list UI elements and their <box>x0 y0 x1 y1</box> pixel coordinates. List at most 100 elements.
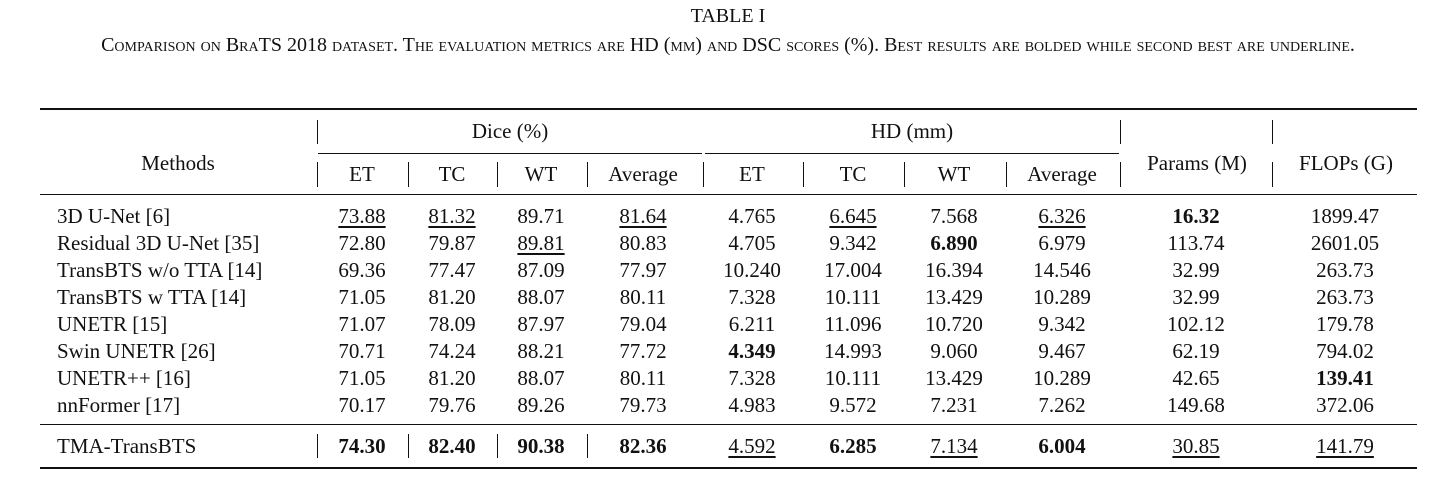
table-cell: 82.36 <box>619 434 667 458</box>
table-cell: 81.20 <box>428 366 476 390</box>
table-cell: 4.592 <box>728 434 776 458</box>
table-cell: 79.73 <box>619 393 667 417</box>
table-cell: 74.30 <box>338 434 386 458</box>
method-name: Residual 3D U-Net [35] <box>57 231 260 255</box>
table-cell: 263.73 <box>1316 258 1374 282</box>
table-cell: 6.890 <box>930 231 978 255</box>
table-cell: 372.06 <box>1316 393 1374 417</box>
table-cell: 81.20 <box>428 285 476 309</box>
table-cell: 4.349 <box>728 339 776 363</box>
table-cell: 32.99 <box>1172 258 1220 282</box>
method-name: TransBTS w/o TTA [14] <box>57 258 263 282</box>
method-name: nnFormer [17] <box>57 393 181 417</box>
header-sub-cell: WT <box>524 162 558 186</box>
header-divider <box>1272 162 1273 187</box>
header-divider <box>904 162 905 187</box>
header-divider <box>703 162 704 187</box>
table-cell: 80.11 <box>619 285 667 309</box>
table-cell: 9.060 <box>930 339 978 363</box>
table-cell: 7.568 <box>930 204 978 228</box>
table-cell: 74.24 <box>428 339 476 363</box>
table-cell: 90.38 <box>517 434 565 458</box>
header-divider <box>1006 162 1007 187</box>
header-sub-cell: ET <box>739 162 765 186</box>
table-cell: 77.72 <box>619 339 667 363</box>
table-cell: 71.07 <box>338 312 386 336</box>
row-divider <box>497 434 498 458</box>
table-cell: 10.240 <box>723 258 781 282</box>
table-cell: 88.07 <box>517 285 565 309</box>
row-divider <box>317 434 318 458</box>
table-cell: 2601.05 <box>1310 231 1380 255</box>
table-cell: 113.74 <box>1167 231 1225 255</box>
table-cell: 10.111 <box>824 285 882 309</box>
header-sub-cell: ET <box>349 162 375 186</box>
table-cell: 13.429 <box>925 285 983 309</box>
top-rule <box>40 108 1417 110</box>
method-name: TransBTS w TTA [14] <box>57 285 247 309</box>
table-cell: 81.64 <box>619 204 667 228</box>
header-sub-cell: WT <box>937 162 971 186</box>
table-cell: 16.32 <box>1172 204 1220 228</box>
table-cell: 7.328 <box>728 285 776 309</box>
header-divider <box>1272 120 1273 144</box>
table-cell: 80.11 <box>619 366 667 390</box>
table-cell: 139.41 <box>1316 366 1374 390</box>
table-cell: 9.342 <box>1038 312 1086 336</box>
table-cell: 69.36 <box>338 258 386 282</box>
table-cell: 10.289 <box>1033 285 1091 309</box>
table-cell: 6.645 <box>829 204 877 228</box>
separator-rule <box>40 424 1417 425</box>
table-cell: 6.979 <box>1038 231 1086 255</box>
table-caption: Comparison on BraTS 2018 dataset. The ev… <box>101 34 1355 56</box>
header-sub-cell: TC <box>839 162 867 186</box>
table-cell: 6.211 <box>728 312 776 336</box>
table-cell: 70.71 <box>338 339 386 363</box>
header-divider <box>497 162 498 187</box>
method-name: UNETR++ [16] <box>57 366 191 390</box>
header-hd-group: HD (mm) <box>870 119 954 143</box>
table-cell: 7.134 <box>930 434 978 458</box>
table-cell: 77.47 <box>428 258 476 282</box>
header-params: Params (M) <box>1147 151 1247 175</box>
table-cell: 79.04 <box>619 312 667 336</box>
row-divider <box>587 434 588 458</box>
hd-group-rule <box>705 153 1119 154</box>
table-cell: 6.004 <box>1038 434 1086 458</box>
table-cell: 149.68 <box>1167 393 1225 417</box>
table-cell: 141.79 <box>1316 434 1374 458</box>
header-divider <box>587 162 588 187</box>
table-cell: 82.40 <box>428 434 476 458</box>
method-name: Swin UNETR [26] <box>57 339 216 363</box>
table-cell: 102.12 <box>1167 312 1225 336</box>
table-cell: 6.285 <box>829 434 877 458</box>
header-divider <box>317 120 318 144</box>
table-cell: 4.765 <box>728 204 776 228</box>
header-divider <box>1120 120 1121 144</box>
table-cell: 78.09 <box>428 312 476 336</box>
table-cell: 4.705 <box>728 231 776 255</box>
table-cell: 79.87 <box>428 231 476 255</box>
header-sub-cell: TC <box>438 162 466 186</box>
header-divider <box>408 162 409 187</box>
table-cell: 77.97 <box>619 258 667 282</box>
table-cell: 88.07 <box>517 366 565 390</box>
table-cell: 30.85 <box>1172 434 1220 458</box>
table-cell: 73.88 <box>338 204 386 228</box>
table-cell: 9.467 <box>1038 339 1086 363</box>
table-cell: 89.26 <box>517 393 565 417</box>
table-cell: 17.004 <box>824 258 882 282</box>
table-cell: 71.05 <box>338 285 386 309</box>
table-cell: 179.78 <box>1316 312 1374 336</box>
table-cell: 6.326 <box>1038 204 1086 228</box>
method-name: UNETR [15] <box>57 312 168 336</box>
table-cell: 7.262 <box>1038 393 1086 417</box>
table-cell: 87.09 <box>517 258 565 282</box>
header-sub-cell: Average <box>608 162 678 186</box>
table-cell: 7.328 <box>728 366 776 390</box>
header-flops: FLOPs (G) <box>1299 151 1393 175</box>
table-cell: 10.289 <box>1033 366 1091 390</box>
header-divider <box>1120 162 1121 187</box>
table-cell: 72.80 <box>338 231 386 255</box>
table-cell: 9.342 <box>829 231 877 255</box>
